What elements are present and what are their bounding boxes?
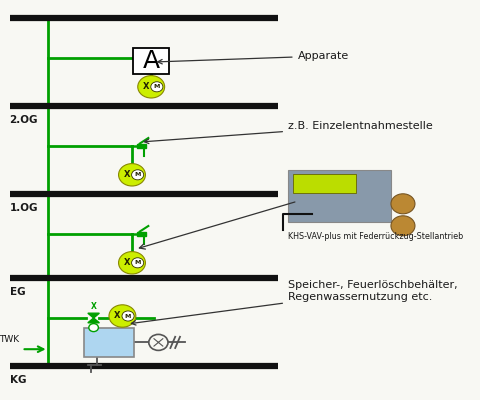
Circle shape [391, 216, 415, 236]
Circle shape [132, 170, 144, 180]
Text: TWK: TWK [0, 335, 19, 344]
Circle shape [109, 305, 136, 327]
Text: M: M [125, 314, 131, 318]
Text: Speicher-, Feuerlöschbehälter,
Regenwassernutzung etc.: Speicher-, Feuerlöschbehälter, Regenwass… [132, 280, 457, 325]
Text: KG: KG [10, 375, 26, 385]
Polygon shape [88, 313, 99, 318]
Bar [84, 328, 134, 357]
Text: EG: EG [10, 287, 25, 297]
Text: 1.OG: 1.OG [10, 203, 38, 213]
Circle shape [122, 311, 134, 321]
Bar [137, 144, 146, 148]
Circle shape [391, 194, 415, 214]
Text: X: X [124, 170, 130, 179]
Text: M: M [134, 172, 141, 177]
Text: X: X [124, 258, 130, 267]
Bar [288, 170, 391, 222]
Circle shape [151, 82, 163, 92]
Bar [293, 174, 356, 194]
Text: M: M [134, 260, 141, 265]
Circle shape [89, 324, 98, 332]
Bar [137, 232, 146, 236]
Circle shape [138, 76, 165, 98]
Text: z.B. Einzelentnahmestelle: z.B. Einzelentnahmestelle [144, 121, 433, 144]
Circle shape [149, 334, 168, 350]
Text: X: X [143, 82, 149, 91]
Circle shape [119, 164, 145, 186]
Text: KHS-VAV-plus mit Federrückzug-Stellantrieb: KHS-VAV-plus mit Federrückzug-Stellantri… [288, 232, 463, 241]
Text: X: X [114, 311, 120, 320]
Circle shape [119, 252, 145, 274]
Text: X: X [91, 302, 96, 311]
Text: 2.OG: 2.OG [10, 115, 38, 125]
Text: M: M [154, 84, 160, 89]
Text: A: A [143, 48, 160, 72]
Text: Apparate: Apparate [158, 51, 349, 64]
Circle shape [132, 258, 144, 268]
Polygon shape [88, 318, 99, 323]
Bar [133, 48, 169, 74]
